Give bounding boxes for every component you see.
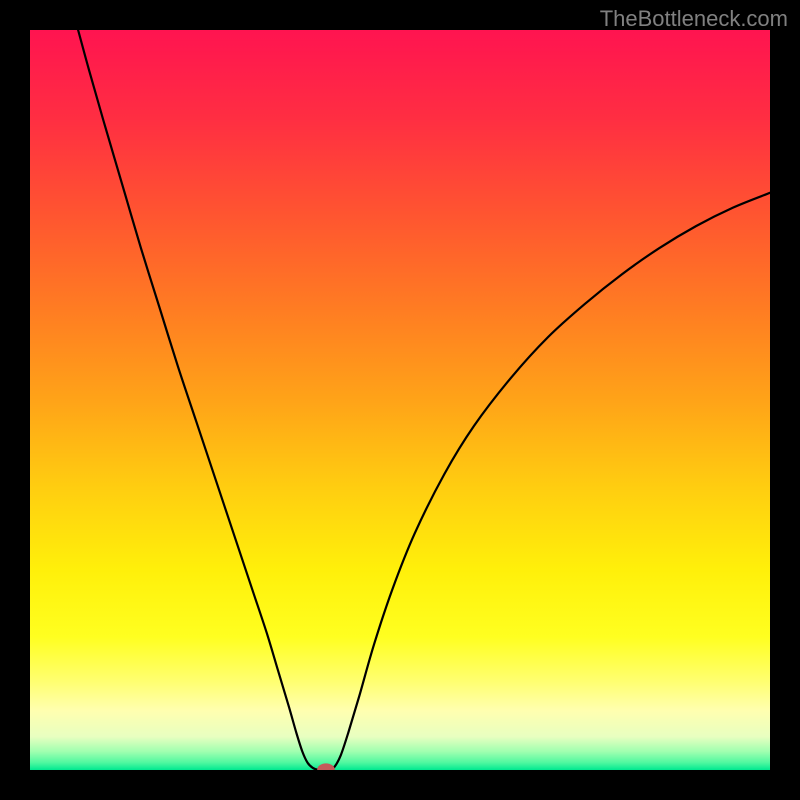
chart-frame [30, 30, 770, 770]
watermark-label: TheBottleneck.com [600, 6, 788, 32]
plot-area [30, 30, 770, 770]
optimum-marker-layer [30, 30, 770, 770]
optimum-marker [317, 763, 335, 770]
